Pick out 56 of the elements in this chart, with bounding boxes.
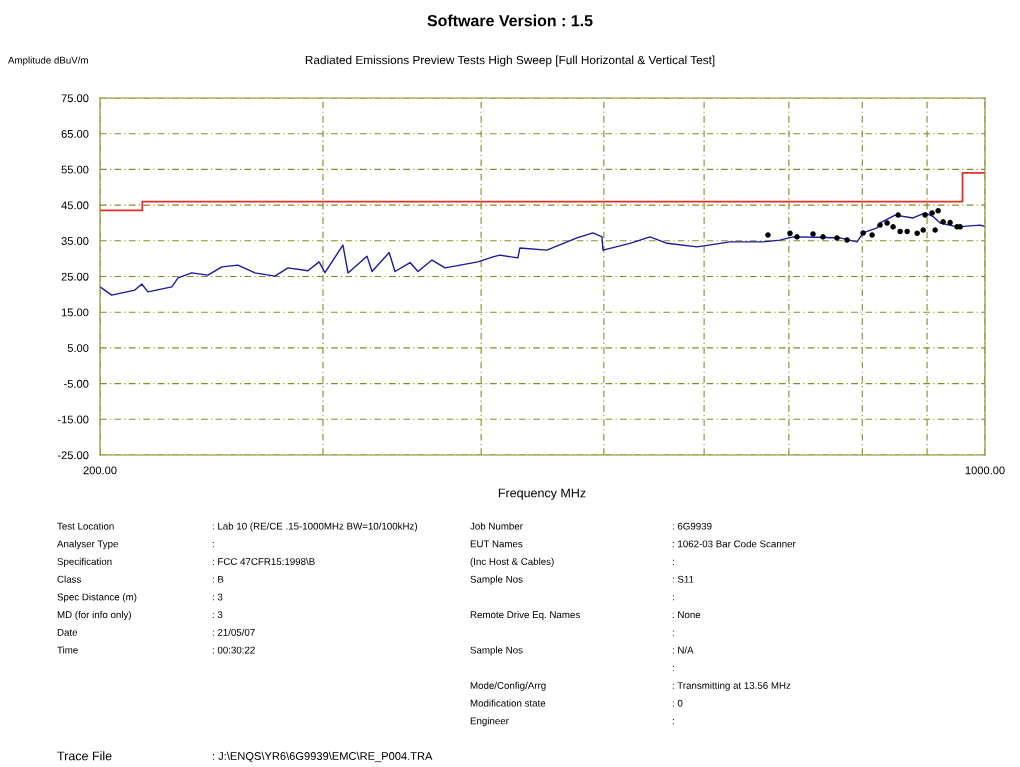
- x-axis-title: Frequency MHz: [498, 488, 586, 500]
- text: Test Location: [57, 522, 114, 530]
- text: EUT Names: [470, 540, 523, 548]
- text: Job Number: [470, 522, 523, 530]
- text: (Inc Host & Cables): [470, 557, 554, 567]
- text: : None: [672, 611, 701, 619]
- text: Class: [57, 575, 81, 583]
- text: Remote Drive Eq. Names: [470, 610, 580, 621]
- text: : N/A: [672, 646, 694, 654]
- text: :: [672, 719, 674, 725]
- text: Analyser Type: [57, 540, 118, 550]
- text: : 3: [212, 593, 223, 601]
- text: MD (for info only): [57, 610, 131, 621]
- y-tick-label: 45.00: [61, 201, 89, 210]
- text: : 1062-03 Bar Code Scanner: [672, 540, 796, 548]
- text: Sample Nos: [470, 575, 523, 585]
- y-tick-label: 15.00: [61, 308, 89, 317]
- text: : 00:30:22: [212, 646, 255, 654]
- y-axis-title: Amplitude dBuV/m: [8, 56, 88, 66]
- text: : 0: [672, 699, 683, 707]
- text: Trace File: [57, 751, 112, 761]
- text: Mode/Config/Arrg: [470, 681, 546, 691]
- text: Sample Nos: [470, 646, 523, 656]
- text: :: [672, 665, 674, 672]
- text: : Lab 10 (RE/CE .15-1000MHz BW=10/100kHz): [212, 522, 418, 532]
- text: : S11: [672, 575, 694, 583]
- y-tick-label: -25.00: [57, 451, 89, 460]
- y-tick-label: 65.00: [61, 129, 89, 138]
- text: Specification: [57, 557, 112, 567]
- y-tick-label: -15.00: [57, 415, 89, 424]
- text: Modification state: [470, 699, 546, 707]
- x-tick-label: 200.00: [83, 466, 117, 475]
- text: : B: [212, 575, 224, 583]
- y-tick-label: 35.00: [61, 237, 89, 245]
- text: :: [672, 630, 674, 636]
- y-tick-label: 75.00: [61, 94, 89, 103]
- y-tick-label: 5.00: [67, 344, 89, 353]
- text: : J:\ENQS\YR6\6G9939\EMC\RE_P004.TRA: [213, 751, 433, 763]
- chart-title: Software Version : 1.5: [427, 14, 593, 27]
- text: : 3: [212, 611, 223, 619]
- text: Engineer: [470, 717, 509, 727]
- text: : 21/05/07: [212, 628, 255, 636]
- text: : 6G9939: [672, 522, 712, 530]
- x-tick-label: 1000.00: [965, 466, 1005, 475]
- y-tick-label: 25.00: [61, 272, 89, 281]
- text: Spec Distance (m): [57, 593, 137, 603]
- text: Date: [57, 629, 78, 636]
- text: : FCC 47CFR15:1998\B: [212, 557, 315, 566]
- text: :: [672, 559, 674, 565]
- y-tick-label: -5.00: [64, 379, 89, 388]
- y-tick-label: 55.00: [61, 165, 89, 174]
- text: :: [672, 595, 674, 601]
- text: :: [212, 542, 214, 548]
- text: : Transmitting at 13.56 MHz: [672, 681, 791, 691]
- text: Time: [57, 646, 78, 654]
- chart-subtitle: Radiated Emissions Preview Tests High Sweep [Full Horizontal & Vertical Test]: [305, 55, 715, 67]
